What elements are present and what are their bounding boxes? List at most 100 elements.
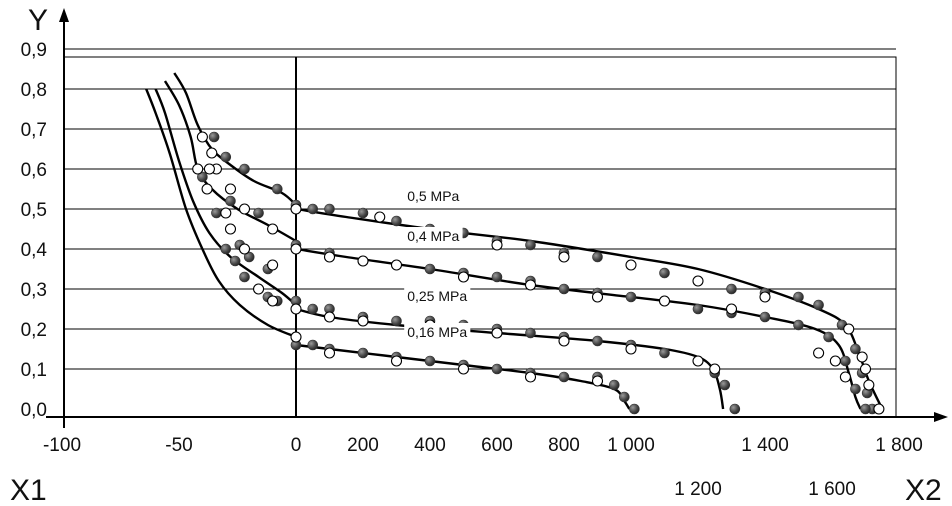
open-data-point <box>390 259 403 271</box>
filled-data-point <box>491 271 503 283</box>
open-data-point <box>290 303 302 315</box>
filled-data-point <box>225 195 236 207</box>
filled-data-point <box>357 207 369 219</box>
filled-data-point <box>525 239 536 251</box>
open-data-point <box>725 303 738 315</box>
x2-tick-label: 1 400 <box>741 435 789 456</box>
open-data-point <box>829 355 841 367</box>
y-tick-label: 0,1 <box>21 360 47 381</box>
series-labels: 0,5 MPa 0,4 MPa 0,25 MPa 0,16 MPa <box>404 187 471 341</box>
open-data-point <box>591 375 604 387</box>
x1-axis-title: X1 <box>10 474 47 506</box>
y-tick-label: 0,4 <box>21 240 48 261</box>
filled-data-point <box>659 267 670 279</box>
filled-data-point <box>793 319 804 331</box>
filled-data-point <box>271 183 283 195</box>
filled-data-point <box>850 383 861 395</box>
open-data-point <box>709 363 721 375</box>
series-curve-left <box>145 88 297 339</box>
series-label-background <box>404 187 463 205</box>
filled-data-point <box>211 207 222 219</box>
filled-data-point <box>424 355 436 367</box>
filled-data-point <box>357 347 369 359</box>
filled-data-point <box>759 311 771 323</box>
filled-data-point <box>592 251 603 263</box>
series-label: 0,5 MPa <box>407 188 459 204</box>
open-data-point <box>759 291 771 303</box>
open-data-point <box>524 371 537 383</box>
series-label: 0,4 MPa <box>407 228 459 244</box>
open-data-point <box>224 183 237 195</box>
filled-data-point <box>813 299 824 311</box>
filled-data-point <box>253 207 264 219</box>
filled-data-point <box>558 283 570 295</box>
x2-tick-label: 1 800 <box>875 435 923 456</box>
series-label-background <box>404 227 463 245</box>
y-tick-label: 0,3 <box>21 280 47 301</box>
filled-data-point <box>719 379 731 391</box>
plot-frame <box>63 56 897 418</box>
open-data-point <box>491 327 503 339</box>
series-curve-right <box>295 343 631 410</box>
filled-data-point <box>220 243 232 255</box>
y-tick-label: 0,8 <box>21 80 47 101</box>
filled-data-point <box>823 331 834 343</box>
filled-data-point <box>307 339 319 351</box>
series-label: 0,16 MPa <box>407 324 467 340</box>
filled-data-point <box>239 163 250 175</box>
filled-data-point <box>391 215 402 227</box>
fitted-curves <box>145 72 884 410</box>
open-data-point <box>491 239 503 251</box>
filled-data-point <box>197 171 208 183</box>
open-data-point <box>323 251 336 263</box>
open-data-point <box>843 323 855 335</box>
series-curve-right <box>295 207 884 410</box>
open-data-point <box>220 207 232 219</box>
axes: Y X1 X2 <box>10 4 948 506</box>
open-data-point <box>357 255 369 267</box>
open-data-point <box>267 259 279 271</box>
open-data-point <box>558 335 570 347</box>
x-axis-arrow <box>934 412 948 422</box>
filled-data-point <box>220 151 232 163</box>
series-curve-left <box>163 80 297 243</box>
filled-data-point <box>850 343 861 355</box>
open-data-point <box>323 311 336 323</box>
filled-data-point <box>307 203 319 215</box>
open-data-point <box>224 223 237 235</box>
x1-tick-label: -50 <box>165 435 192 456</box>
filled-data-point <box>307 303 319 315</box>
open-data-point <box>238 203 251 215</box>
open-data-point <box>267 223 279 235</box>
open-data-point <box>267 295 279 307</box>
filled-data-point <box>525 327 536 339</box>
y-tick-label: 0,5 <box>21 200 47 221</box>
open-data-point <box>357 315 369 327</box>
filled-data-point <box>558 371 570 383</box>
filled-data-point <box>324 203 335 215</box>
series-label: 0,25 MPa <box>407 288 467 304</box>
open-data-point <box>203 163 215 175</box>
x2-tick-label: 1 600 <box>808 479 856 500</box>
open-data-point <box>206 147 218 159</box>
open-data-point <box>253 283 265 295</box>
x2-axis-title: X2 <box>905 474 942 506</box>
filled-data-point <box>608 379 620 391</box>
filled-data-point <box>793 291 804 303</box>
data-points <box>192 131 885 415</box>
x2-tick-label: 1 200 <box>674 479 722 500</box>
open-data-point <box>524 279 537 291</box>
open-data-point <box>201 183 213 195</box>
open-data-point <box>457 271 470 283</box>
open-data-point <box>390 355 403 367</box>
filled-data-point <box>208 131 220 143</box>
open-data-point <box>290 243 302 255</box>
filled-data-point <box>618 391 630 403</box>
filled-data-point <box>625 291 637 303</box>
y-tick-label: 0,9 <box>21 40 47 61</box>
filled-data-point <box>391 315 402 327</box>
open-data-point <box>863 379 875 391</box>
open-data-point <box>192 163 204 175</box>
filled-data-point <box>860 403 871 415</box>
filled-data-point <box>729 403 741 415</box>
